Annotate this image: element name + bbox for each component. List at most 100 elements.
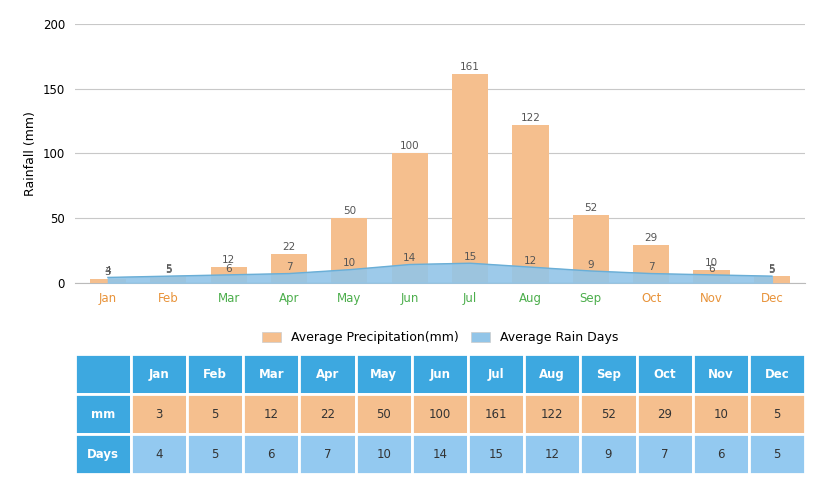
Text: 6: 6: [225, 263, 232, 274]
Bar: [637, 354, 693, 394]
Bar: [243, 434, 300, 474]
Bar: [75, 354, 131, 394]
Text: 122: 122: [541, 408, 564, 421]
Text: 12: 12: [264, 408, 279, 421]
Bar: [468, 434, 525, 474]
Text: 15: 15: [489, 448, 504, 461]
Bar: [412, 354, 468, 394]
Text: 10: 10: [705, 258, 718, 268]
Bar: [300, 394, 355, 434]
Bar: [525, 394, 580, 434]
Text: 50: 50: [343, 206, 356, 216]
Bar: [131, 354, 187, 394]
Text: 22: 22: [320, 408, 335, 421]
Text: 4: 4: [105, 266, 111, 276]
Bar: [300, 434, 355, 474]
Text: 15: 15: [463, 252, 476, 262]
Text: 6: 6: [267, 448, 275, 461]
Text: Aug: Aug: [540, 368, 565, 381]
Text: 7: 7: [648, 262, 655, 272]
Text: 5: 5: [774, 448, 781, 461]
Text: 7: 7: [286, 262, 292, 272]
Bar: [749, 354, 805, 394]
Bar: [693, 354, 749, 394]
Text: 5: 5: [165, 265, 172, 275]
Text: Sep: Sep: [596, 368, 621, 381]
Text: 5: 5: [774, 408, 781, 421]
Bar: [243, 354, 300, 394]
Bar: [525, 354, 580, 394]
Bar: [633, 245, 669, 283]
Text: 29: 29: [645, 233, 658, 243]
Bar: [468, 354, 525, 394]
Text: May: May: [370, 368, 398, 381]
Bar: [187, 394, 243, 434]
Bar: [749, 434, 805, 474]
Text: 6: 6: [717, 448, 725, 461]
Text: Jun: Jun: [429, 368, 451, 381]
Text: Apr: Apr: [316, 368, 339, 381]
Text: Oct: Oct: [653, 368, 676, 381]
Text: Dec: Dec: [764, 368, 789, 381]
Text: Jul: Jul: [488, 368, 505, 381]
Text: 9: 9: [588, 260, 594, 270]
Text: Feb: Feb: [203, 368, 227, 381]
Text: 3: 3: [105, 267, 111, 277]
Bar: [580, 434, 637, 474]
Text: 22: 22: [282, 242, 295, 252]
Bar: [693, 270, 730, 283]
Bar: [468, 394, 525, 434]
Bar: [131, 394, 187, 434]
Text: 12: 12: [524, 256, 537, 266]
Legend: Average Precipitation(mm), Average Rain Days: Average Precipitation(mm), Average Rain …: [258, 328, 622, 348]
Bar: [187, 434, 243, 474]
Text: 52: 52: [584, 204, 598, 214]
Text: Nov: Nov: [708, 368, 734, 381]
Text: 100: 100: [400, 141, 419, 151]
Text: 12: 12: [222, 255, 235, 265]
Text: 5: 5: [212, 448, 219, 461]
Bar: [525, 434, 580, 474]
Bar: [243, 394, 300, 434]
Bar: [754, 276, 790, 283]
Y-axis label: Rainfall (mm): Rainfall (mm): [24, 111, 37, 196]
Bar: [637, 434, 693, 474]
Text: 122: 122: [520, 113, 540, 123]
Text: 52: 52: [601, 408, 616, 421]
Text: 14: 14: [432, 448, 447, 461]
Text: 4: 4: [155, 448, 163, 461]
Bar: [512, 125, 549, 283]
Bar: [271, 254, 307, 283]
Bar: [90, 279, 126, 283]
Text: 5: 5: [769, 265, 775, 275]
Bar: [749, 394, 805, 434]
Bar: [355, 354, 412, 394]
Text: 14: 14: [403, 253, 417, 263]
Bar: [131, 434, 187, 474]
Text: 161: 161: [485, 408, 507, 421]
Text: 10: 10: [714, 408, 728, 421]
Bar: [211, 267, 247, 283]
Text: 7: 7: [661, 448, 668, 461]
Bar: [300, 354, 355, 394]
Bar: [580, 354, 637, 394]
Text: 7: 7: [324, 448, 331, 461]
Text: 5: 5: [769, 264, 775, 274]
Bar: [75, 434, 131, 474]
Text: Days: Days: [87, 448, 119, 461]
Text: Mar: Mar: [258, 368, 284, 381]
Text: 6: 6: [708, 263, 715, 274]
Text: 12: 12: [544, 448, 559, 461]
Bar: [187, 354, 243, 394]
Bar: [580, 394, 637, 434]
Bar: [355, 394, 412, 434]
Bar: [693, 434, 749, 474]
Bar: [637, 394, 693, 434]
Bar: [412, 434, 468, 474]
Bar: [355, 434, 412, 474]
Bar: [75, 394, 131, 434]
Text: 100: 100: [429, 408, 451, 421]
Text: 50: 50: [376, 408, 391, 421]
Text: 10: 10: [343, 258, 356, 268]
Bar: [150, 276, 187, 283]
